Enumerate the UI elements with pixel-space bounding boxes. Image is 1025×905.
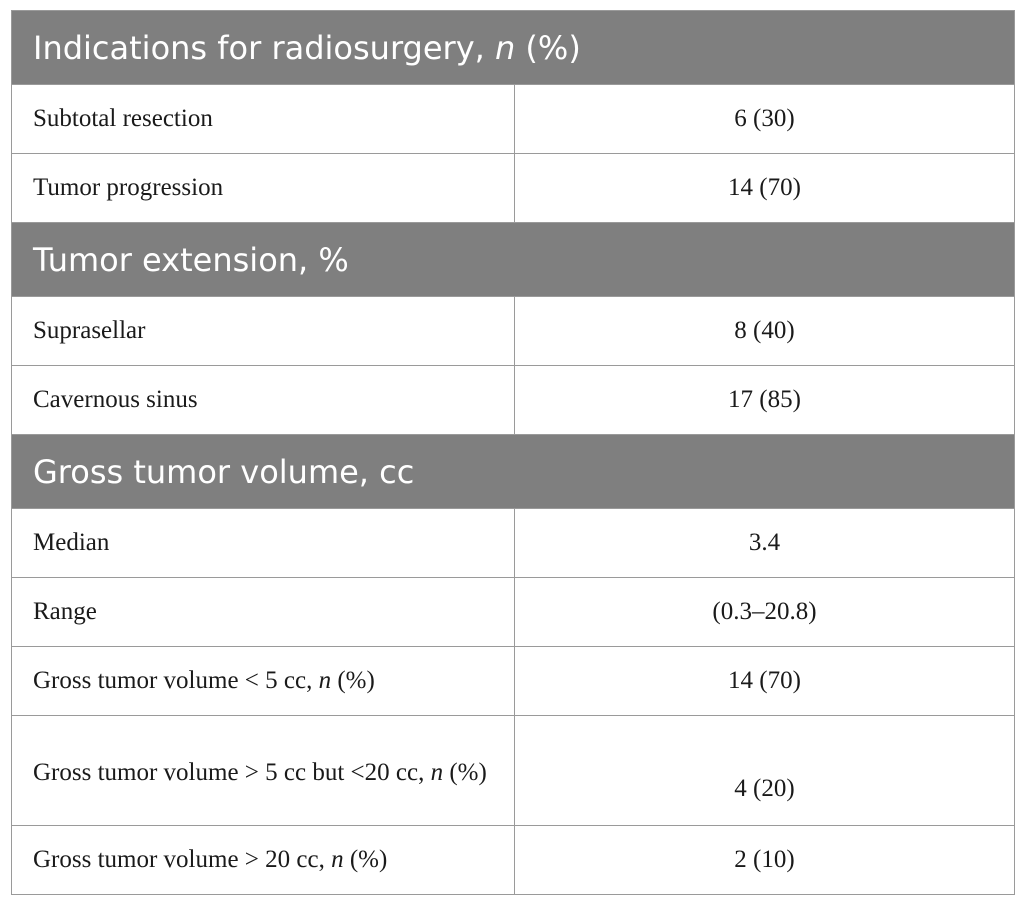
row-label: Suprasellar	[11, 296, 515, 366]
table-row: Median 3.4	[11, 508, 1016, 578]
row-value: 4 (20)	[513, 715, 1016, 826]
section-title: Tumor extension, %	[10, 222, 1016, 297]
section-title: Indications for radiosurgery, n (%)	[10, 10, 1016, 85]
table-row: Suprasellar 8 (40)	[11, 296, 1016, 366]
table-row: Gross tumor volume > 20 cc, n (%) 2 (10)	[11, 825, 1016, 895]
row-label: Gross tumor volume < 5 cc, n (%)	[11, 646, 515, 716]
section-title: Gross tumor volume, cc	[10, 434, 1016, 509]
table-row: Tumor progression 14 (70)	[11, 153, 1016, 223]
row-value: 8 (40)	[513, 296, 1016, 366]
row-value: 14 (70)	[513, 153, 1016, 223]
characteristics-table: Indications for radiosurgery, n (%) Subt…	[10, 10, 1016, 895]
row-label: Gross tumor volume > 5 cc but <20 cc, n …	[11, 715, 515, 826]
row-value: 17 (85)	[513, 365, 1016, 435]
table-row: Range (0.3–20.8)	[11, 577, 1016, 647]
row-label: Tumor progression	[11, 153, 515, 223]
row-value: 14 (70)	[513, 646, 1016, 716]
row-label: Median	[11, 508, 515, 578]
row-label: Range	[11, 577, 515, 647]
table-row: Gross tumor volume < 5 cc, n (%) 14 (70)	[11, 646, 1016, 716]
row-value: 6 (30)	[513, 84, 1016, 154]
section-header-indications: Indications for radiosurgery, n (%)	[10, 10, 1016, 85]
row-label: Subtotal resection	[11, 84, 515, 154]
row-value: 2 (10)	[513, 825, 1016, 895]
row-value: (0.3–20.8)	[513, 577, 1016, 647]
table-row: Gross tumor volume > 5 cc but <20 cc, n …	[11, 715, 1016, 826]
section-header-gross-tumor-volume: Gross tumor volume, cc	[10, 434, 1016, 509]
table-row: Cavernous sinus 17 (85)	[11, 365, 1016, 435]
row-label: Cavernous sinus	[11, 365, 515, 435]
row-value: 3.4	[513, 508, 1016, 578]
row-label: Gross tumor volume > 20 cc, n (%)	[11, 825, 515, 895]
table-row: Subtotal resection 6 (30)	[11, 84, 1016, 154]
section-header-tumor-extension: Tumor extension, %	[10, 222, 1016, 297]
